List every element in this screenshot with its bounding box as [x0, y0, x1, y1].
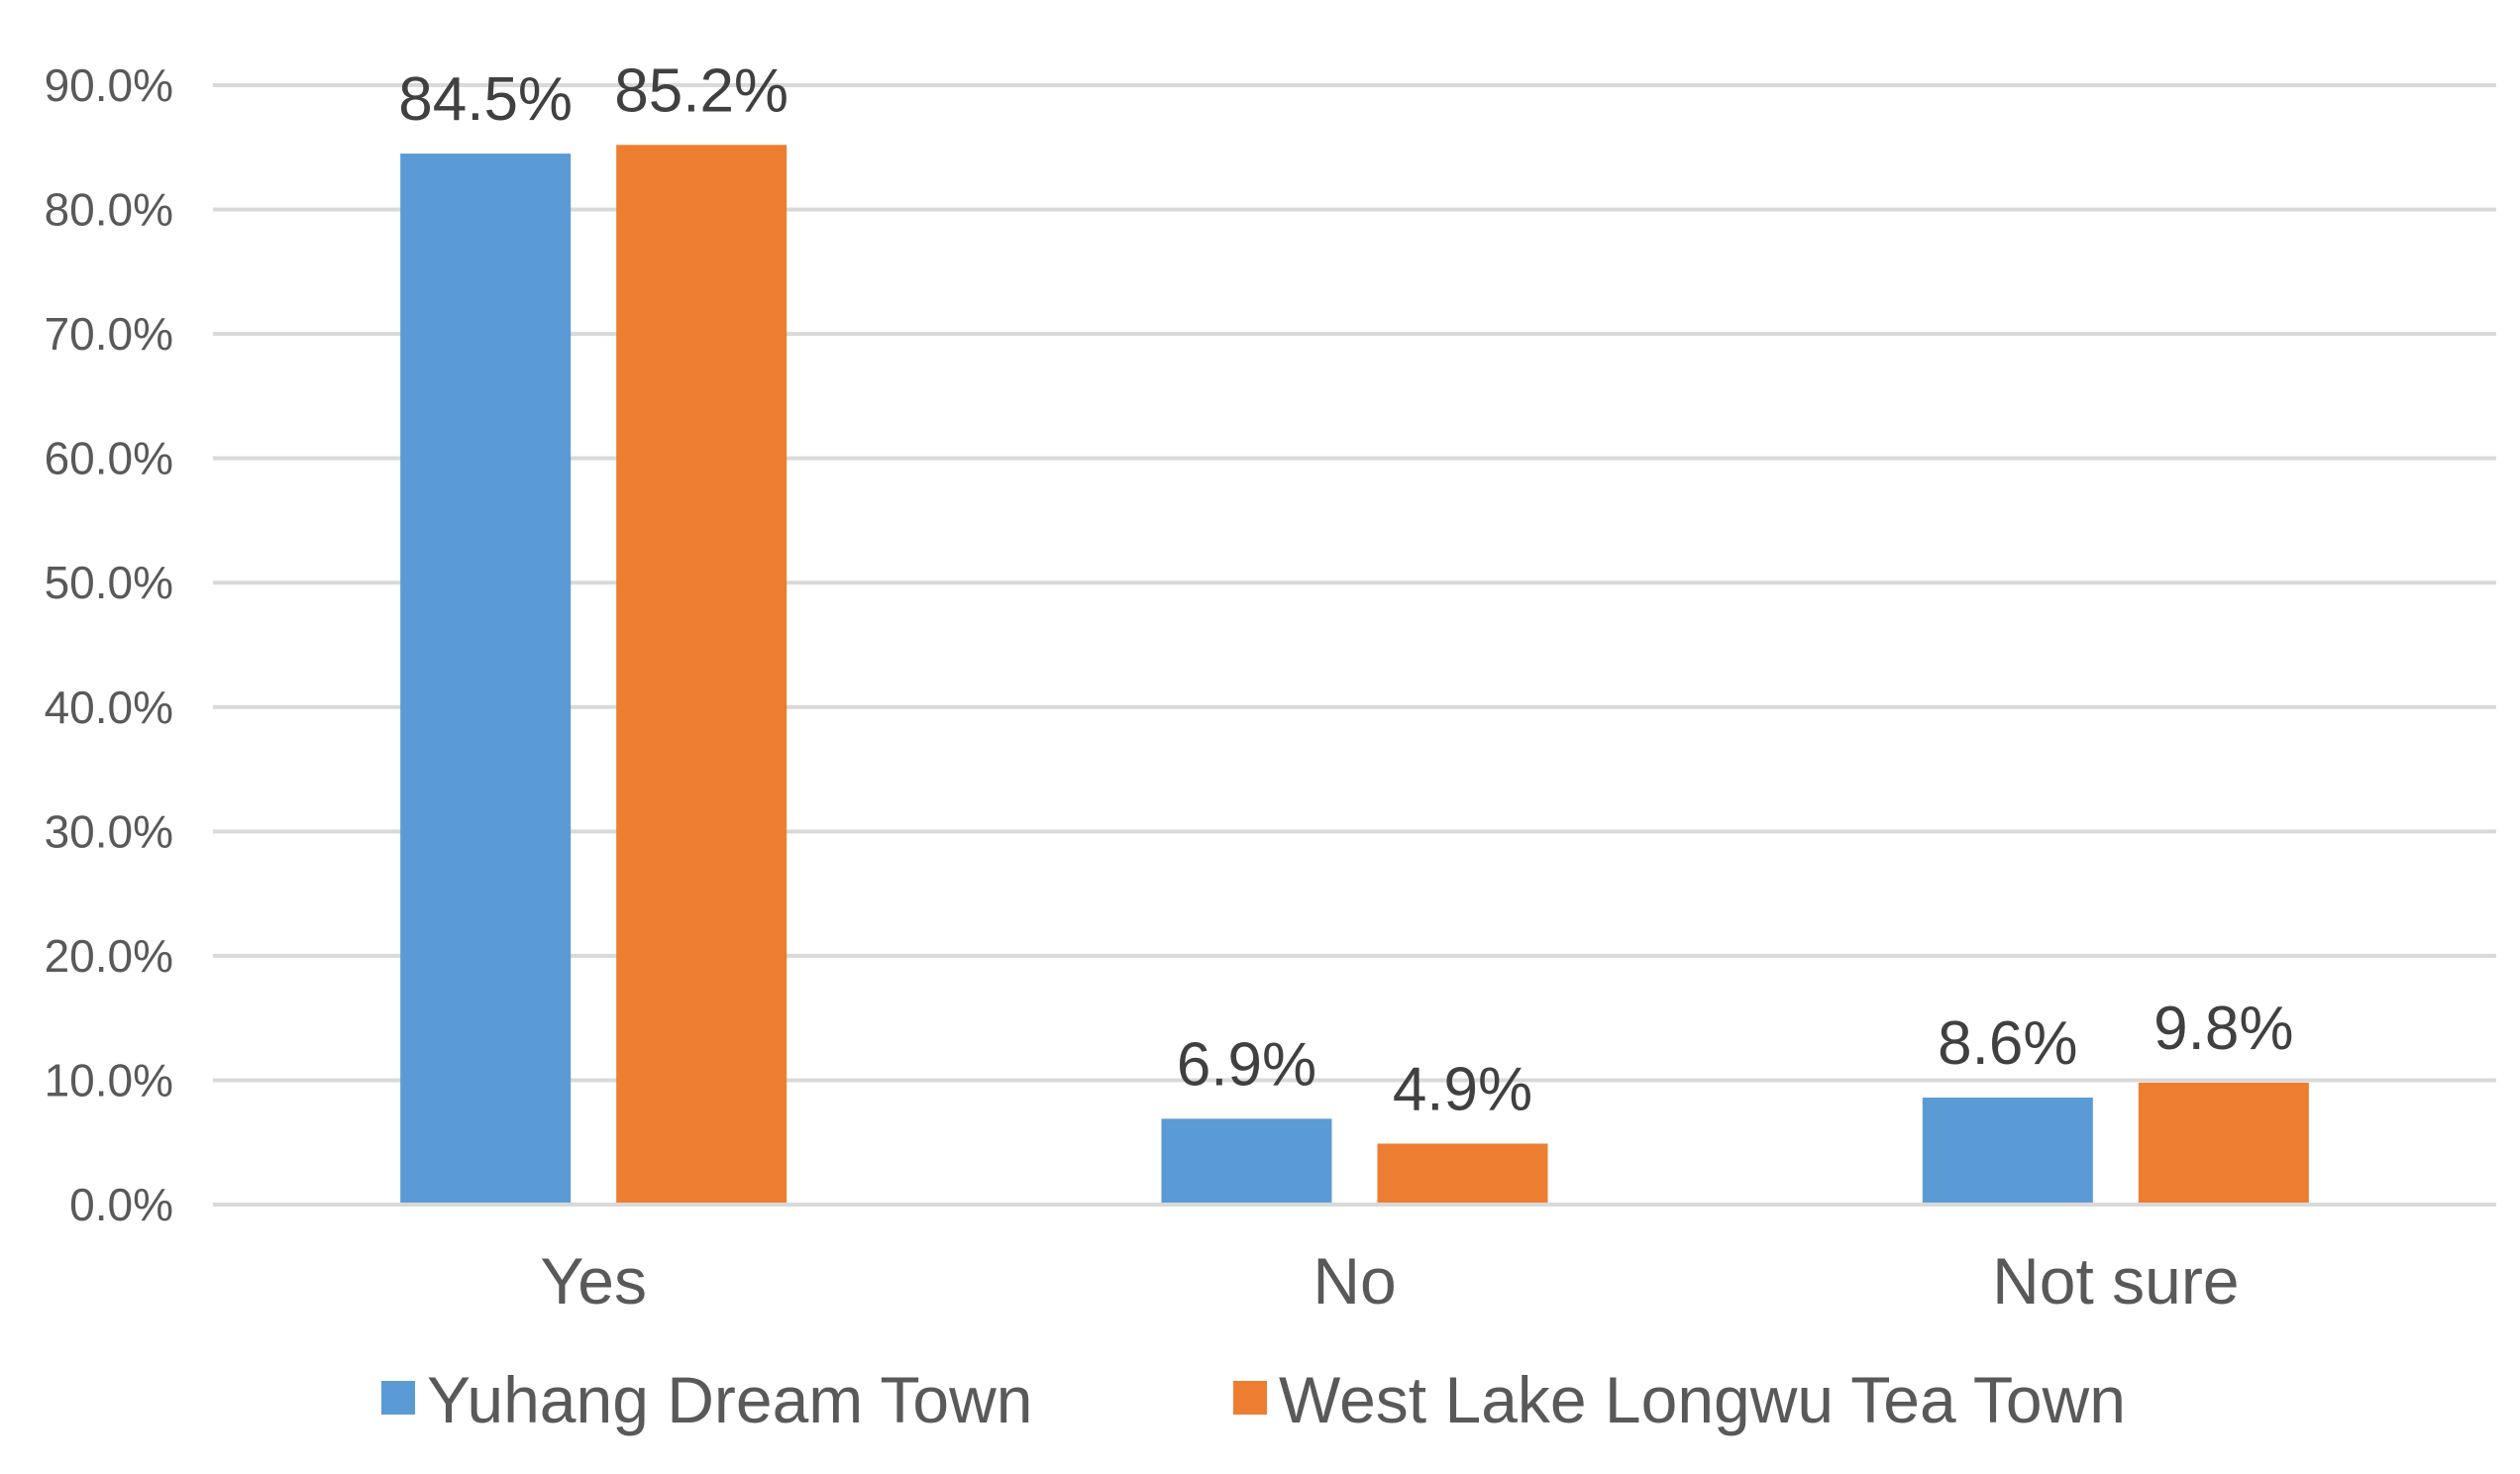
y-tick-label: 40.0% [45, 682, 173, 733]
data-labels: 84.5% 85.2% 6.9% 4.9% 8.6% 9.8% [398, 56, 2293, 1123]
bar [2138, 1082, 2309, 1205]
y-tick-label: 90.0% [45, 59, 173, 111]
y-axis-tick-labels: 0.0% 10.0% 20.0% 30.0% 40.0% 50.0% 60.0% 70.0% 8… [45, 59, 173, 1230]
bar [400, 154, 572, 1206]
legend-swatch [1233, 1381, 1267, 1415]
legend: Yuhang Dream Town West Lake Longwu Tea To… [381, 1363, 2126, 1436]
legend-label: Yuhang Dream Town [427, 1363, 1033, 1436]
bars [400, 145, 2309, 1206]
gridlines [213, 83, 2496, 1083]
x-tick-label: Yes [540, 1244, 647, 1317]
y-tick-label: 30.0% [45, 805, 173, 857]
data-label: 4.9% [1393, 1055, 1532, 1123]
x-axis: Yes No Not sure [213, 1203, 2496, 1317]
y-tick-label: 0.0% [69, 1179, 173, 1230]
bar [1922, 1098, 2093, 1205]
y-tick-label: 50.0% [45, 557, 173, 608]
y-tick-label: 10.0% [45, 1054, 173, 1106]
data-label: 84.5% [398, 65, 573, 134]
y-tick-label: 70.0% [45, 308, 173, 360]
y-tick-label: 60.0% [45, 433, 173, 484]
legend-swatch [381, 1381, 415, 1415]
bar [1161, 1118, 1332, 1205]
data-label: 9.8% [2153, 995, 2293, 1063]
data-label: 6.9% [1177, 1030, 1316, 1099]
x-tick-label: No [1312, 1244, 1396, 1317]
legend-label: West Lake Longwu Tea Town [1279, 1363, 2126, 1436]
bar [1377, 1143, 1548, 1205]
y-tick-label: 80.0% [45, 184, 173, 236]
y-tick-label: 20.0% [45, 930, 173, 982]
data-label: 8.6% [1938, 1009, 2077, 1078]
data-label: 85.2% [614, 56, 788, 125]
x-tick-label: Not sure [1992, 1244, 2239, 1317]
bar [616, 145, 788, 1206]
